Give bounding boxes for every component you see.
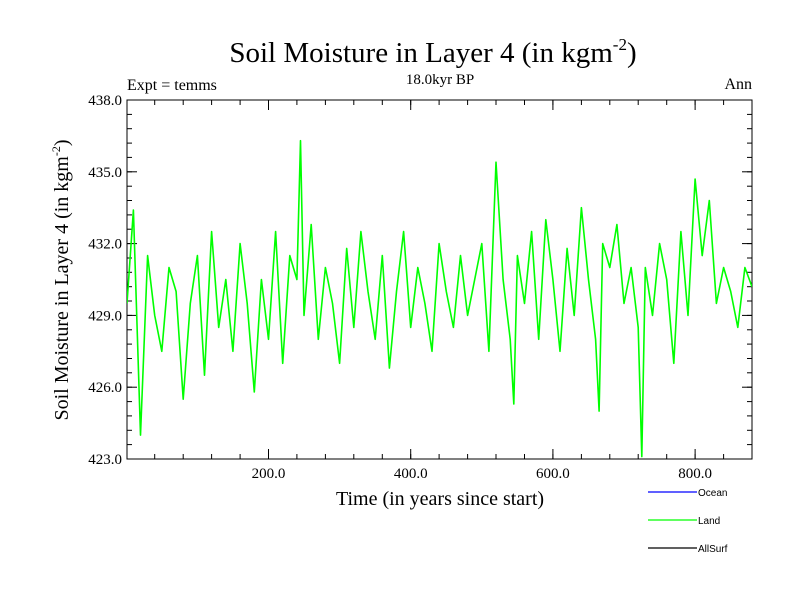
- legend-label-ocean: Ocean: [698, 488, 727, 499]
- legend-label-allsurf: AllSurf: [698, 544, 728, 555]
- y-tick-label: 438.0: [88, 93, 122, 109]
- x-tick-label: 600.0: [536, 466, 570, 482]
- y-axis-label-superscript: -2: [49, 146, 63, 156]
- chart-subtitle: 18.0kyr BP: [406, 72, 474, 88]
- plot-frame: [126, 99, 753, 460]
- y-axis-label-text: Soil Moisture in Layer 4 (in kgm: [51, 156, 73, 421]
- x-axis: 200.0 400.0 600.0 800.0: [252, 100, 712, 482]
- chart-title-text: Soil Moisture in Layer 4 (in kgm: [229, 37, 613, 69]
- y-minor-ticks: [127, 99, 752, 460]
- legend-label-land: Land: [698, 516, 720, 527]
- chart-title: Soil Moisture in Layer 4 (in kgm-2): [229, 35, 636, 69]
- y-tick-label: 435.0: [88, 165, 122, 181]
- y-tick-label: 432.0: [88, 237, 122, 253]
- legend: Ocean Land AllSurf: [648, 488, 728, 555]
- y-axis: 423.0 426.0 429.0 432.0 435.0 438.0: [88, 93, 752, 468]
- x-tick-label: 200.0: [252, 466, 286, 482]
- x-tick-label: 400.0: [394, 466, 428, 482]
- x-tick-label: 800.0: [678, 466, 712, 482]
- experiment-label: Expt = temms: [127, 77, 217, 94]
- x-axis-label: Time (in years since start): [336, 488, 544, 510]
- y-tick-label: 423.0: [88, 452, 122, 468]
- y-tick-label: 429.0: [88, 308, 122, 324]
- y-axis-label: Soil Moisture in Layer 4 (in kgm-2): [49, 139, 73, 420]
- season-label: Ann: [724, 76, 752, 93]
- y-tick-label: 426.0: [88, 380, 122, 396]
- chart-title-close: ): [627, 37, 637, 69]
- chart-title-superscript: -2: [613, 35, 627, 54]
- series-line-land: [127, 139, 752, 458]
- series-layer: [127, 139, 752, 458]
- y-axis-label-close: ): [51, 139, 73, 146]
